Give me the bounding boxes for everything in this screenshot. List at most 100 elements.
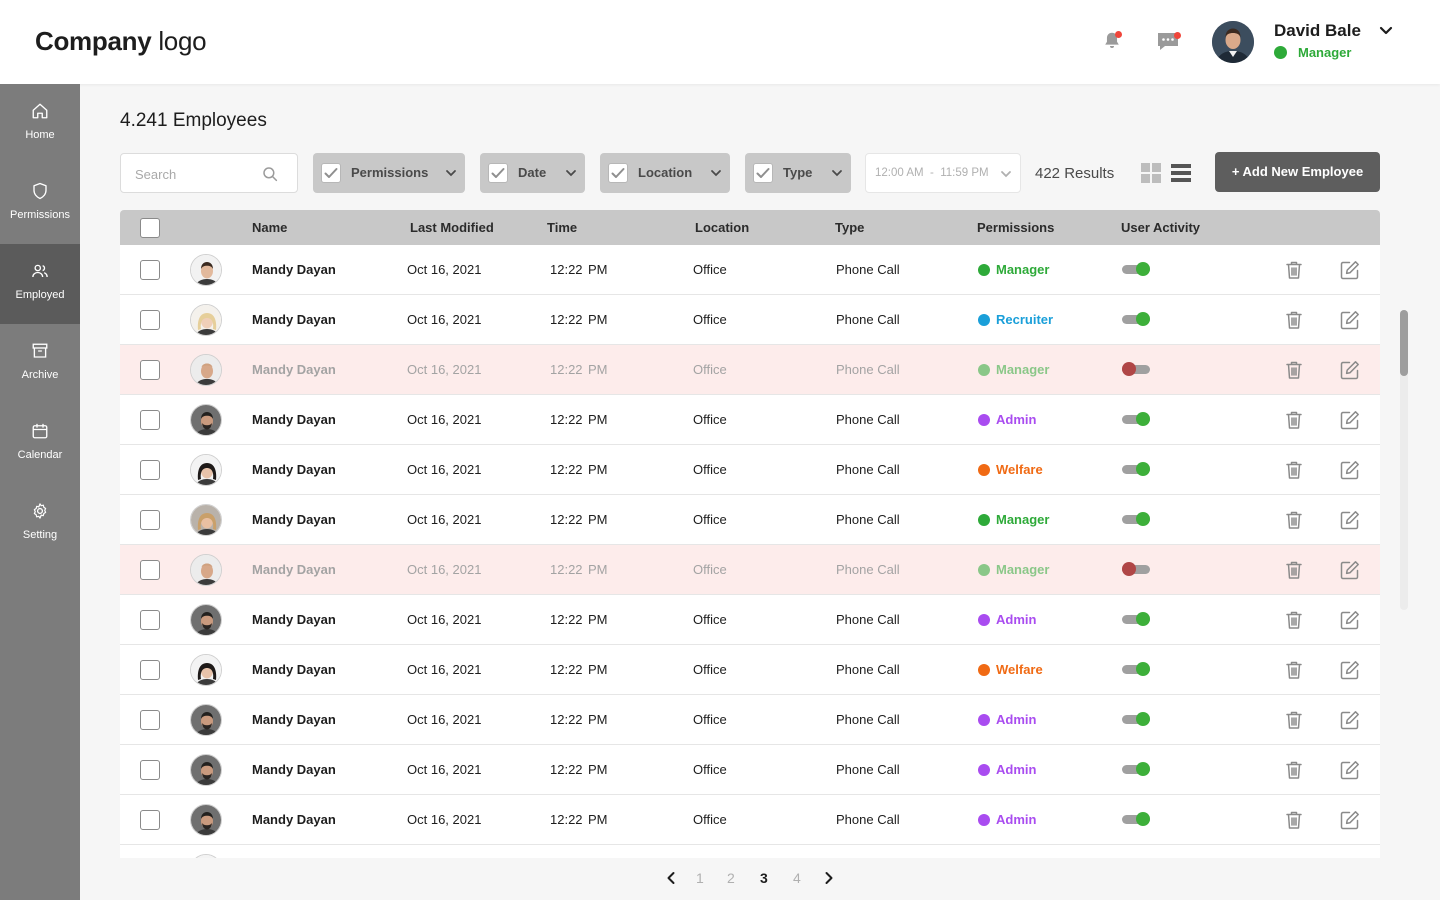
user-avatar[interactable]	[1212, 21, 1254, 63]
edit-icon[interactable]	[1340, 460, 1360, 480]
checkbox-checked[interactable]	[321, 163, 341, 183]
table-row[interactable]: Mandy Dayan Oct 16, 2021 12:22 PM Office Phon…	[120, 595, 1380, 645]
column-header[interactable]: Time	[547, 220, 578, 235]
edit-icon[interactable]	[1340, 660, 1360, 680]
sidebar-item-permissions[interactable]: Permissions	[0, 164, 80, 244]
page-4[interactable]: 4	[793, 870, 801, 886]
table-row[interactable]: Mandy Dayan Oct 16, 2021 12:22 PM Office Phon…	[120, 745, 1380, 795]
table-row[interactable]: Mandy Dayan Oct 16, 2021 12:22 PM Office Phon…	[120, 795, 1380, 845]
table-row[interactable]: Mandy Dayan Oct 16, 2021 12:22 PM Office Phon…	[120, 545, 1380, 595]
activity-toggle[interactable]	[1122, 262, 1152, 277]
edit-icon[interactable]	[1340, 610, 1360, 630]
employee-name[interactable]: Mandy Dayan	[252, 712, 336, 727]
employee-name[interactable]: Mandy Dayan	[252, 562, 336, 577]
table-row[interactable]: Mandy Dayan Oct 16, 2021 12:22 PM Office Phon…	[120, 445, 1380, 495]
edit-icon[interactable]	[1340, 560, 1360, 580]
edit-icon[interactable]	[1340, 510, 1360, 530]
sidebar-item-setting[interactable]: Setting	[0, 484, 80, 564]
activity-toggle[interactable]	[1122, 512, 1152, 527]
employee-name[interactable]: Mandy Dayan	[252, 512, 336, 527]
trash-icon[interactable]	[1285, 460, 1303, 480]
row-checkbox[interactable]	[140, 660, 160, 680]
column-header[interactable]: User Activity	[1121, 220, 1200, 235]
activity-toggle[interactable]	[1122, 462, 1152, 477]
search-input[interactable]	[135, 164, 255, 184]
table-row[interactable]	[120, 845, 1380, 858]
row-checkbox[interactable]	[140, 360, 160, 380]
employee-name[interactable]: Mandy Dayan	[252, 662, 336, 677]
activity-toggle[interactable]	[1122, 762, 1152, 777]
trash-icon[interactable]	[1285, 760, 1303, 780]
trash-icon[interactable]	[1285, 310, 1303, 330]
checkbox-checked[interactable]	[488, 163, 508, 183]
employee-name[interactable]: Mandy Dayan	[252, 812, 336, 827]
edit-icon[interactable]	[1340, 310, 1360, 330]
column-header[interactable]: Type	[835, 220, 865, 235]
row-checkbox[interactable]	[140, 410, 160, 430]
add-employee-button[interactable]: + Add New Employee	[1215, 152, 1380, 192]
bell-icon[interactable]	[1101, 30, 1127, 54]
activity-toggle[interactable]	[1122, 312, 1152, 327]
chevron-left-icon[interactable]	[664, 870, 678, 886]
chevron-right-icon[interactable]	[822, 870, 836, 886]
activity-toggle[interactable]	[1122, 562, 1152, 577]
employee-name[interactable]: Mandy Dayan	[252, 612, 336, 627]
trash-icon[interactable]	[1285, 610, 1303, 630]
table-row[interactable]: Mandy Dayan Oct 16, 2021 12:22 PM Office Phon…	[120, 495, 1380, 545]
column-header[interactable]: Name	[252, 220, 288, 235]
activity-toggle[interactable]	[1122, 412, 1152, 427]
trash-icon[interactable]	[1285, 660, 1303, 680]
table-row[interactable]: Mandy Dayan Oct 16, 2021 12:22 PM Office Phon…	[120, 645, 1380, 695]
list-view-icon[interactable]	[1171, 163, 1191, 183]
company-logo[interactable]: Company logo	[35, 26, 207, 56]
search-icon[interactable]	[261, 165, 279, 183]
row-checkbox[interactable]	[140, 810, 160, 830]
edit-icon[interactable]	[1340, 410, 1360, 430]
trash-icon[interactable]	[1285, 410, 1303, 430]
filter-date[interactable]: Date	[480, 153, 585, 193]
table-row[interactable]: Mandy Dayan Oct 16, 2021 12:22 PM Office Phon…	[120, 295, 1380, 345]
edit-icon[interactable]	[1340, 360, 1360, 380]
sidebar-item-home[interactable]: Home	[0, 84, 80, 164]
activity-toggle[interactable]	[1122, 362, 1152, 377]
employee-name[interactable]: Mandy Dayan	[252, 462, 336, 477]
trash-icon[interactable]	[1285, 710, 1303, 730]
trash-icon[interactable]	[1285, 260, 1303, 280]
filter-permissions[interactable]: Permissions	[313, 153, 465, 193]
employee-name[interactable]: Mandy Dayan	[252, 362, 336, 377]
employee-name[interactable]: Mandy Dayan	[252, 312, 336, 327]
row-checkbox[interactable]	[140, 710, 160, 730]
edit-icon[interactable]	[1340, 760, 1360, 780]
filter-type[interactable]: Type	[745, 153, 851, 193]
employee-name[interactable]: Mandy Dayan	[252, 412, 336, 427]
chat-icon[interactable]	[1156, 30, 1182, 54]
activity-toggle[interactable]	[1122, 662, 1152, 677]
sidebar-item-employed[interactable]: Employed	[0, 244, 80, 324]
trash-icon[interactable]	[1285, 360, 1303, 380]
page-1[interactable]: 1	[696, 870, 704, 886]
scrollbar-thumb[interactable]	[1400, 310, 1408, 376]
sidebar-item-archive[interactable]: Archive	[0, 324, 80, 404]
row-checkbox[interactable]	[140, 510, 160, 530]
table-row[interactable]: Mandy Dayan Oct 16, 2021 12:22 PM Office Phon…	[120, 245, 1380, 295]
row-checkbox[interactable]	[140, 260, 160, 280]
employee-name[interactable]: Mandy Dayan	[252, 762, 336, 777]
scrollbar[interactable]	[1400, 310, 1408, 610]
select-all-checkbox[interactable]	[140, 218, 160, 238]
table-row[interactable]: Mandy Dayan Oct 16, 2021 12:22 PM Office Phon…	[120, 695, 1380, 745]
checkbox-checked[interactable]	[608, 163, 628, 183]
checkbox-checked[interactable]	[753, 163, 773, 183]
edit-icon[interactable]	[1340, 810, 1360, 830]
trash-icon[interactable]	[1285, 510, 1303, 530]
edit-icon[interactable]	[1340, 710, 1360, 730]
row-checkbox[interactable]	[140, 310, 160, 330]
table-row[interactable]: Mandy Dayan Oct 16, 2021 12:22 PM Office Phon…	[120, 395, 1380, 445]
row-checkbox[interactable]	[140, 560, 160, 580]
activity-toggle[interactable]	[1122, 812, 1152, 827]
activity-toggle[interactable]	[1122, 612, 1152, 627]
time-range-select[interactable]: 12:00 AM - 11:59 PM	[865, 153, 1021, 193]
row-checkbox[interactable]	[140, 760, 160, 780]
employee-name[interactable]: Mandy Dayan	[252, 262, 336, 277]
row-checkbox[interactable]	[140, 460, 160, 480]
page-3[interactable]: 3	[760, 870, 768, 886]
